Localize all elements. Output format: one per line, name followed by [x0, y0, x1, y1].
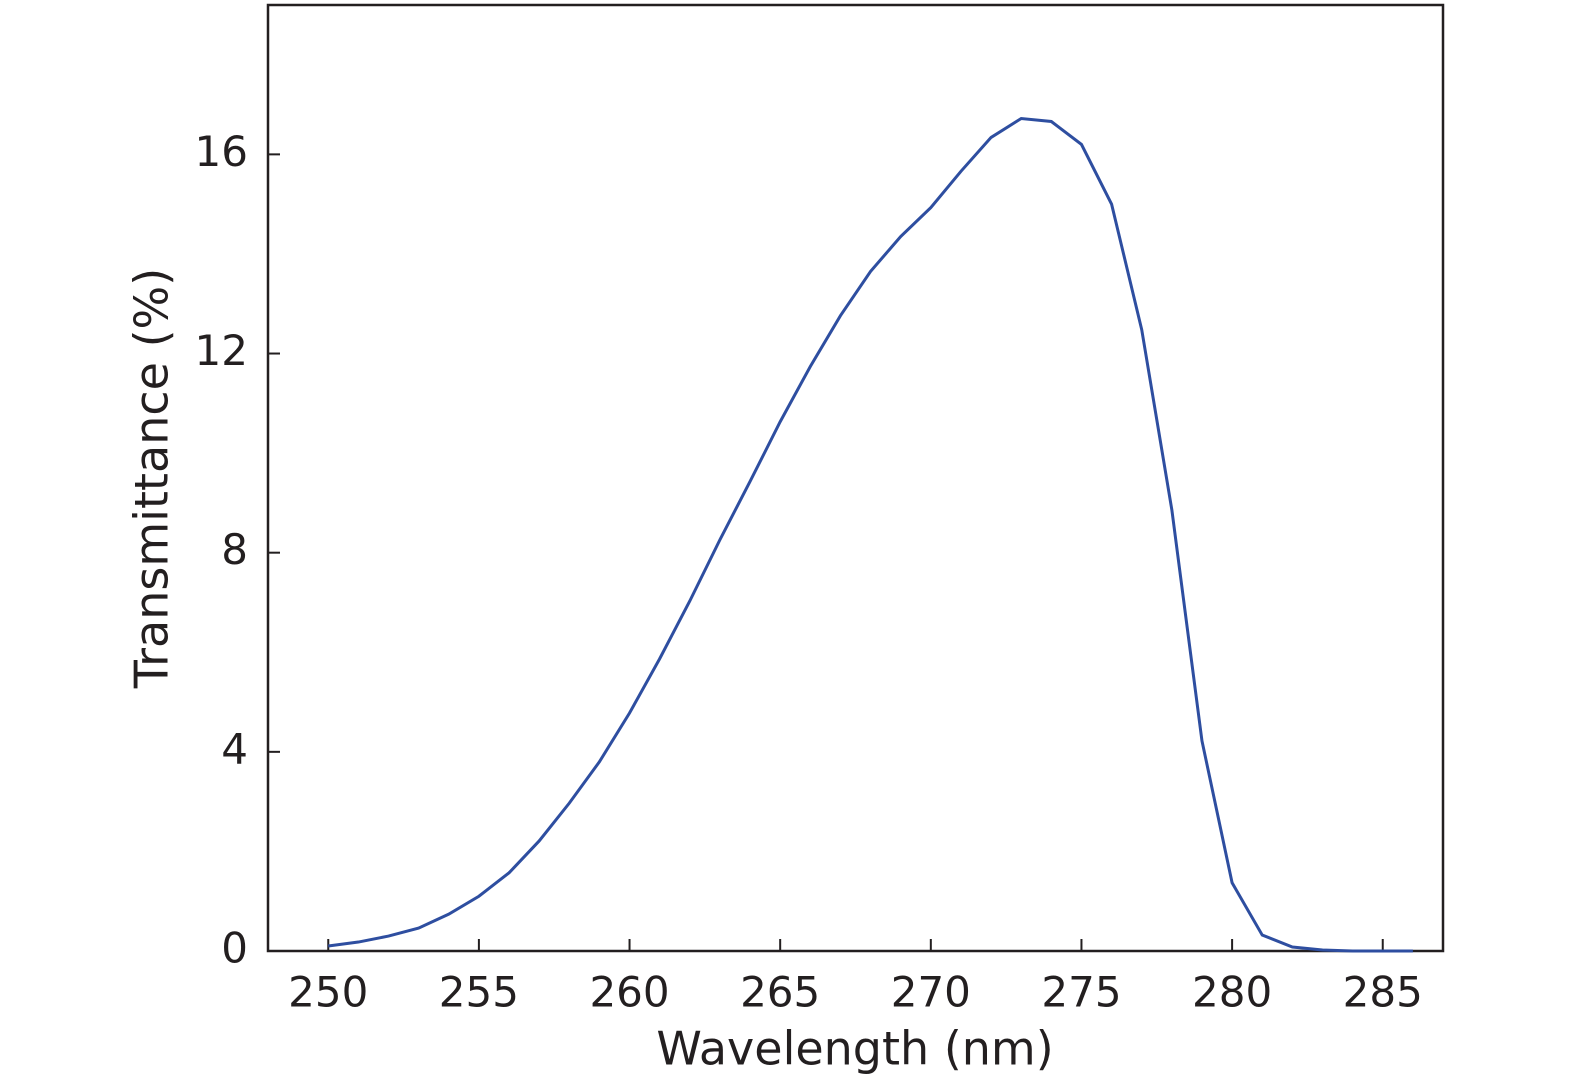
x-tick-label: 275 [1041, 968, 1121, 1017]
y-tick-label: 16 [195, 127, 248, 176]
x-tick-label: 265 [740, 968, 820, 1017]
y-tick-label: 12 [195, 326, 248, 375]
x-axis-label: Wavelength (nm) [656, 1022, 1053, 1076]
x-tick-label: 250 [288, 968, 368, 1017]
x-tick-label: 260 [589, 968, 669, 1017]
x-tick-label: 270 [891, 968, 971, 1017]
plot-frame [266, 3, 1445, 953]
y-axis-label: Transmittance (%) [125, 268, 179, 689]
data-line [328, 116, 1413, 953]
y-tick-label: 0 [221, 924, 248, 973]
x-tick-label: 255 [439, 968, 519, 1017]
y-tick-label: 8 [221, 525, 248, 574]
x-tick-label: 280 [1192, 968, 1272, 1017]
y-tick-label: 4 [221, 724, 248, 773]
x-tick-label: 285 [1343, 968, 1423, 1017]
